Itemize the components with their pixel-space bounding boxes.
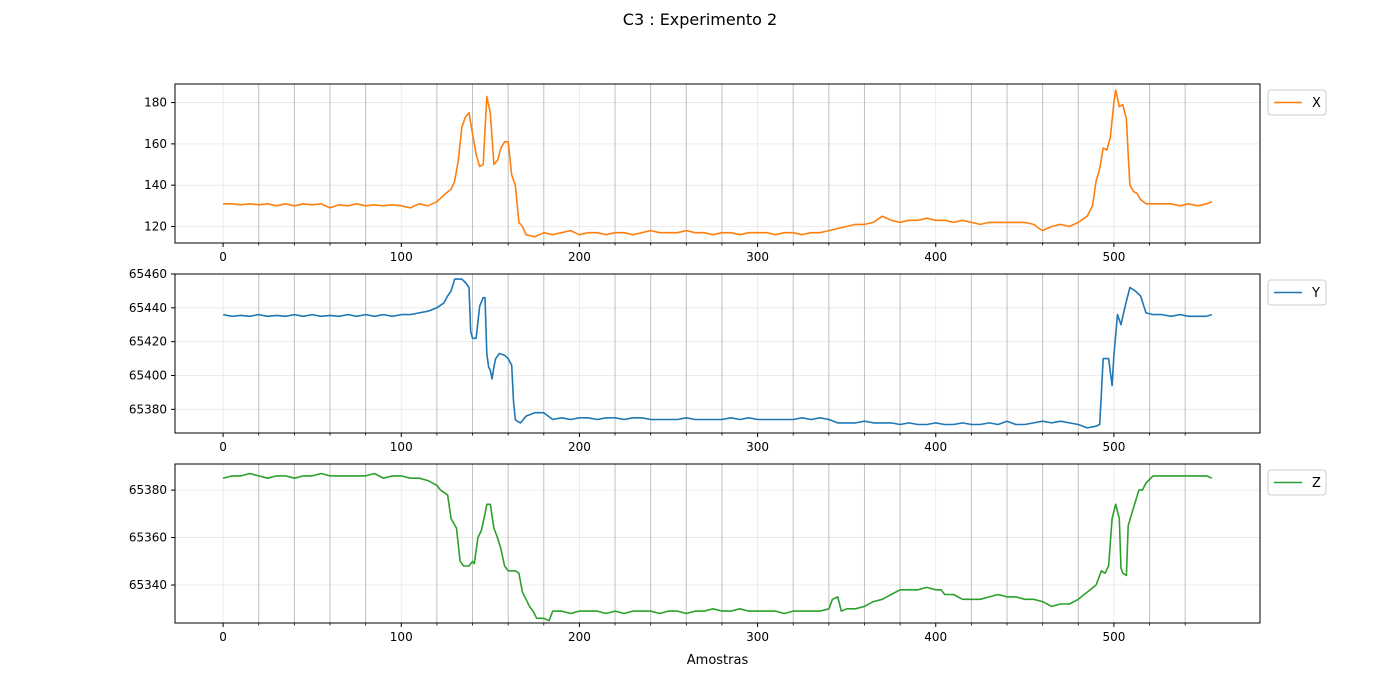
legend-label: Y — [1311, 286, 1320, 301]
series-line-y — [222, 278, 1213, 429]
subplot-z: 0 100 200 300 400 500 65340 65360 65380 Amostras Z — [129, 463, 1327, 668]
x-tick-label: 200 — [568, 630, 591, 644]
x-tick-label: 500 — [1102, 250, 1125, 264]
x-tick-label: 300 — [746, 630, 769, 644]
y-tick-label: 65400 — [129, 368, 167, 382]
x-tick-label: 0 — [219, 630, 227, 644]
subplot-y: 0 100 200 300 400 500 65380 65400 65420 65440 6546… — [129, 267, 1327, 454]
y-tick-label: 65380 — [129, 483, 167, 497]
axes-frame — [174, 273, 1261, 434]
x-tick-label: 400 — [924, 250, 947, 264]
y-tick-label: 180 — [144, 96, 167, 110]
y-tick-label: 65360 — [129, 531, 167, 545]
axes-frame — [174, 83, 1261, 244]
x-tick-label: 300 — [746, 250, 769, 264]
x-tick-label: 500 — [1102, 440, 1125, 454]
axes-frame — [174, 463, 1261, 624]
x-tick-label: 0 — [219, 440, 227, 454]
x-tick-label: 100 — [390, 440, 413, 454]
x-tick-label: 100 — [390, 250, 413, 264]
x-tick-label: 300 — [746, 440, 769, 454]
legend-label: X — [1312, 96, 1321, 111]
series-line-z — [222, 472, 1213, 622]
subplot-x: 0 100 200 300 400 500 120 140 160 180 X — [144, 83, 1327, 264]
y-tick-label: 65460 — [129, 267, 167, 281]
y-tick-label: 65340 — [129, 578, 167, 592]
figure-title: C3 : Experimento 2 — [622, 10, 778, 29]
x-tick-label: 500 — [1102, 630, 1125, 644]
y-tick-label: 160 — [144, 137, 167, 151]
x-tick-label: 100 — [390, 630, 413, 644]
x-tick-label: 0 — [219, 250, 227, 264]
y-tick-label: 65380 — [129, 402, 167, 416]
y-tick-label: 120 — [144, 219, 167, 233]
y-tick-label: 140 — [144, 178, 167, 192]
x-tick-label: 200 — [568, 250, 591, 264]
y-tick-label: 65440 — [129, 301, 167, 315]
x-axis-label: Amostras — [687, 653, 749, 668]
x-tick-label: 200 — [568, 440, 591, 454]
series-line-x — [223, 89, 1213, 238]
x-tick-label: 400 — [924, 630, 947, 644]
legend-label: Z — [1312, 476, 1321, 491]
x-tick-label: 400 — [924, 440, 947, 454]
y-tick-label: 65420 — [129, 335, 167, 349]
